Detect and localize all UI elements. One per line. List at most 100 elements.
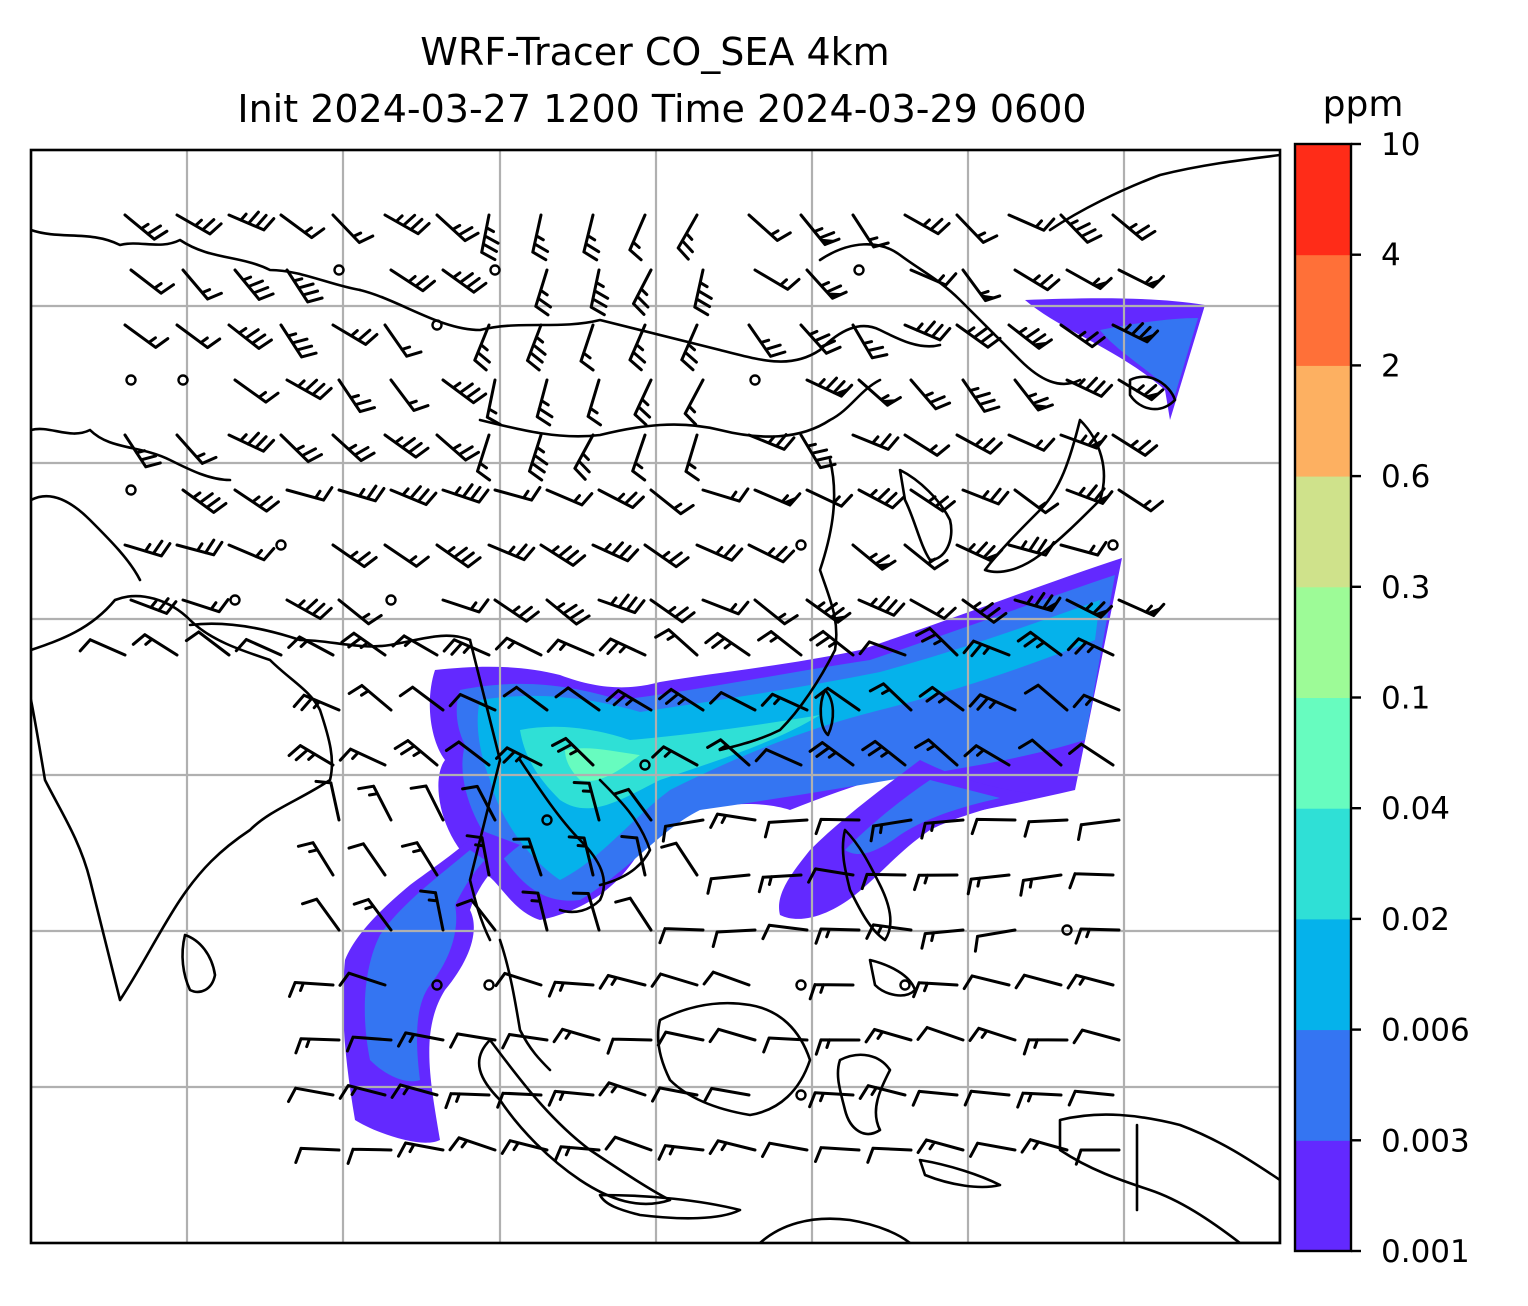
wind-barb	[1013, 488, 1060, 515]
plume-southwest-mid	[364, 850, 485, 1082]
wind-barb	[658, 927, 705, 945]
wind-barb	[1059, 323, 1106, 349]
wind-barb	[805, 268, 848, 300]
wind-barb	[799, 213, 841, 246]
wind-barb	[1067, 1089, 1115, 1107]
wind-barb	[545, 598, 591, 626]
wind-barb	[390, 1083, 439, 1099]
wind-barb-flag	[1146, 606, 1162, 616]
wind-barb	[539, 543, 587, 567]
wind-barb	[808, 741, 855, 767]
coast-malay-peninsula	[498, 938, 552, 1072]
wind-barb	[913, 873, 959, 892]
wind-barb-calm	[795, 539, 807, 551]
wind-barb	[903, 543, 949, 571]
wind-barb	[493, 598, 540, 623]
wind-barb	[397, 1031, 445, 1048]
wind-barb	[234, 638, 283, 657]
wind-barb	[747, 213, 792, 242]
wind-barb	[1018, 738, 1063, 767]
wind-barb	[643, 543, 690, 569]
wind-barb	[814, 817, 861, 836]
wind-barb	[1068, 742, 1115, 767]
wind-barb	[435, 213, 480, 243]
border-himalaya	[188, 622, 472, 648]
wind-barb	[233, 488, 280, 513]
wind-barb	[338, 747, 387, 767]
wind-barb	[571, 891, 601, 932]
wind-barb	[589, 268, 610, 317]
border-west-2	[31, 494, 142, 582]
plume-main-high	[477, 600, 1100, 880]
wind-barb	[598, 637, 647, 657]
coast-australia-north	[758, 1217, 912, 1243]
wind-barb	[903, 433, 951, 457]
wind-barb	[347, 684, 393, 712]
wind-barb	[1117, 598, 1166, 617]
wind-barb	[747, 543, 796, 564]
wind-barb	[753, 268, 801, 291]
wind-barb-calm	[1107, 539, 1119, 551]
colorbar-tick-label: 0.02	[1381, 902, 1450, 938]
wind-barb	[1111, 322, 1160, 344]
colorbar-tick-label: 0.003	[1381, 1123, 1470, 1159]
wind-barb	[809, 630, 855, 657]
wind-barb-flag	[980, 294, 997, 301]
wind-barb	[129, 597, 178, 615]
wind-barb	[760, 692, 809, 712]
wind-barb	[131, 633, 179, 657]
wind-barb	[857, 488, 905, 510]
wind-barb	[485, 378, 502, 427]
coast-timor	[918, 1158, 1002, 1189]
wind-barb	[419, 889, 445, 932]
wind-barb	[918, 685, 965, 712]
wind-barb	[631, 433, 647, 482]
wind-barb	[657, 1144, 705, 1161]
wind-barb-calm	[749, 374, 761, 386]
wind-barb	[400, 841, 439, 877]
wind-barb	[909, 598, 957, 620]
wind-barb	[961, 378, 1001, 413]
wind-barb	[970, 817, 1017, 836]
wind-barb	[181, 268, 223, 301]
wind-barb	[586, 378, 602, 427]
wind-barb	[279, 433, 323, 464]
wind-barb	[851, 213, 890, 249]
wind-barb-calm	[899, 979, 911, 991]
wind-barb	[597, 488, 645, 509]
wind-barb	[233, 378, 280, 404]
wind-barb	[969, 1141, 1017, 1158]
wind-barb	[441, 268, 488, 294]
wind-barb	[861, 739, 907, 767]
wind-barb	[1007, 433, 1056, 452]
wind-barb	[695, 543, 744, 562]
coast-sakhalin-region	[1048, 153, 1280, 232]
wind-barb	[1022, 1038, 1069, 1056]
wind-barb	[521, 890, 549, 932]
colorbar-tick-label: 0.04	[1381, 791, 1450, 827]
wind-barb	[287, 744, 335, 767]
wind-barb	[1023, 818, 1069, 838]
wind-barb	[684, 433, 700, 482]
wind-barb	[579, 323, 595, 372]
wind-barb	[955, 433, 1003, 455]
coast-new-guinea	[1058, 1113, 1280, 1243]
wind-barb	[955, 213, 999, 244]
wind-barb	[864, 1028, 913, 1044]
wind-barb	[1019, 873, 1063, 897]
wind-barb-calm	[229, 594, 241, 606]
wind-barb	[227, 323, 273, 350]
wind-barb	[285, 268, 324, 304]
wind-barb	[444, 740, 491, 767]
wind-barb	[1111, 213, 1157, 241]
wind-barb	[814, 686, 861, 712]
wind-barb	[535, 378, 554, 427]
wind-barb	[345, 1035, 393, 1053]
wind-barb	[279, 213, 326, 240]
wind-barb	[553, 1145, 601, 1162]
wind-barb	[661, 818, 705, 843]
border-mongolia-south	[478, 378, 882, 438]
wind-barb	[711, 928, 757, 948]
wind-barb	[287, 635, 335, 657]
wind-barb	[294, 1037, 341, 1055]
